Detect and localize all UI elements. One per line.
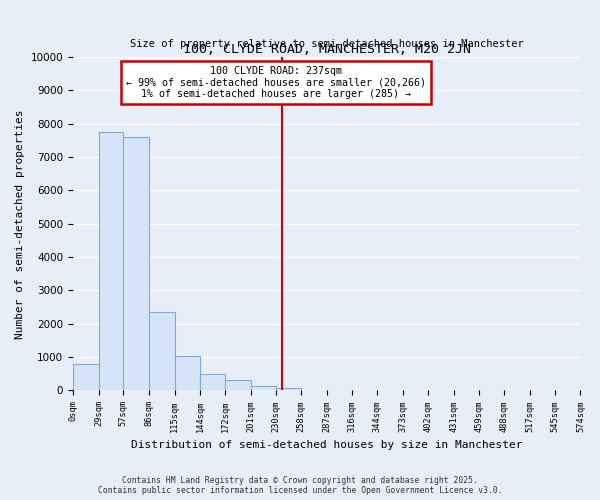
Bar: [200, 374, 225, 390]
Bar: [73, 364, 98, 390]
Text: Contains HM Land Registry data © Crown copyright and database right 2025.
Contai: Contains HM Land Registry data © Crown c…: [98, 476, 502, 495]
Bar: [175, 356, 200, 390]
Bar: [251, 386, 276, 390]
Bar: [149, 312, 175, 390]
Bar: [225, 380, 251, 390]
Bar: [276, 388, 301, 390]
X-axis label: Distribution of semi-detached houses by size in Manchester: Distribution of semi-detached houses by …: [131, 440, 523, 450]
Text: 100 CLYDE ROAD: 237sqm
← 99% of semi-detached houses are smaller (20,266)
1% of : 100 CLYDE ROAD: 237sqm ← 99% of semi-det…: [126, 66, 426, 98]
Text: Size of property relative to semi-detached houses in Manchester: Size of property relative to semi-detach…: [130, 39, 524, 49]
Bar: [98, 132, 124, 390]
Bar: [124, 137, 149, 390]
Title: 100, CLYDE ROAD, MANCHESTER, M20 2JN: 100, CLYDE ROAD, MANCHESTER, M20 2JN: [183, 43, 471, 56]
Y-axis label: Number of semi-detached properties: Number of semi-detached properties: [15, 109, 25, 338]
